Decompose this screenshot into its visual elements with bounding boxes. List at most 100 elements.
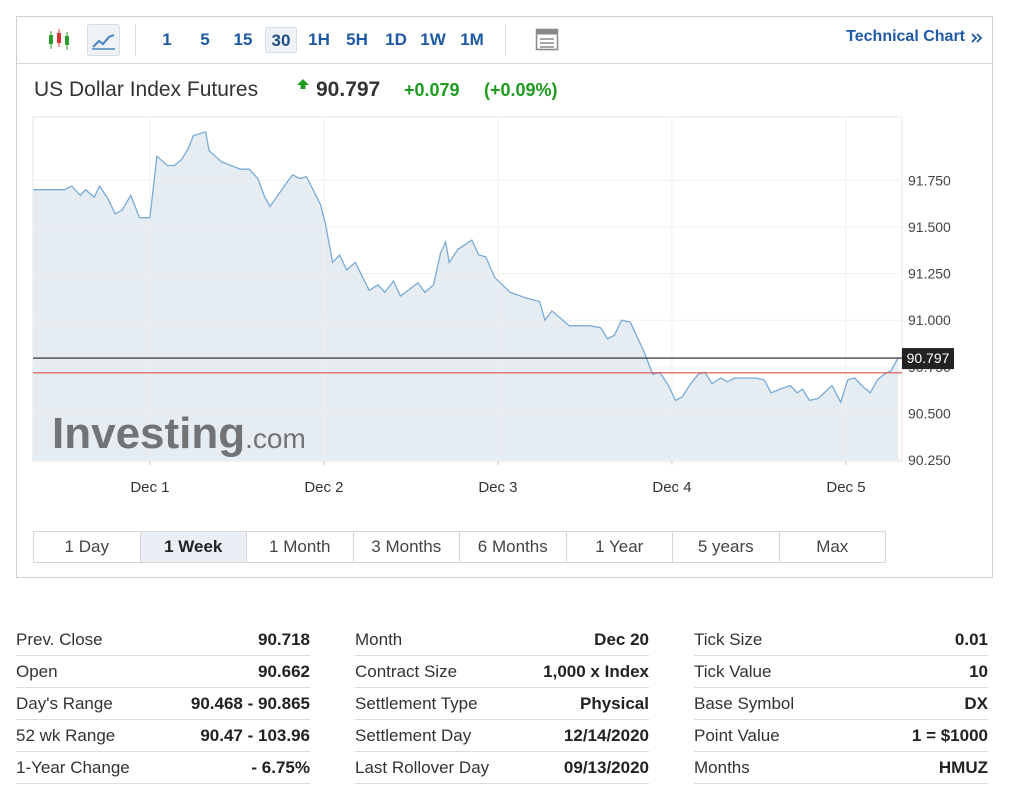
stat-value: - 6.75% [251, 757, 310, 777]
interval-button[interactable]: 5H [346, 30, 368, 49]
candlestick-icon[interactable] [46, 27, 72, 53]
x-tick-label: Dec 2 [304, 479, 343, 496]
interval-button[interactable]: 5 [200, 30, 210, 49]
interval-button[interactable]: 1M [460, 30, 484, 49]
stats-row: Months HMUZ [694, 752, 988, 784]
toolbar-separator [135, 24, 136, 56]
stats-row: Prev. Close 90.718 [16, 624, 310, 656]
range-button[interactable]: 5 years [672, 532, 779, 562]
technical-chart-link[interactable]: Technical Chart [846, 28, 965, 45]
stat-label: Base Symbol [694, 693, 795, 713]
chart: Investing.com90.25090.50090.75091.00091.… [32, 116, 954, 496]
price-change: +0.079 [404, 80, 460, 100]
interval-button[interactable]: 1 [162, 30, 172, 49]
y-tick-label: 90.250 [908, 452, 951, 468]
stat-value: 90.718 [258, 629, 310, 649]
y-tick-label: 91.000 [908, 312, 951, 328]
last-price: 90.797 [316, 78, 381, 101]
stats-row: Contract Size 1,000 x Index [355, 656, 649, 688]
stats-row: Settlement Day 12/14/2020 [355, 720, 649, 752]
stat-value: HMUZ [938, 757, 988, 777]
stat-value: 10 [969, 661, 988, 681]
stat-label: Tick Value [694, 661, 772, 681]
stat-label: Contract Size [355, 661, 458, 681]
stat-value: 1,000 x Index [543, 661, 649, 681]
stat-label: Month [355, 629, 403, 649]
current-price-tag [902, 348, 954, 370]
stat-label: Prev. Close [16, 629, 103, 649]
stats-row: 52 wk Range 90.47 - 103.96 [16, 720, 310, 752]
price-line [33, 131, 899, 405]
x-tick-label: Dec 1 [130, 479, 169, 496]
chart-panel [16, 16, 993, 578]
toolbar-divider [17, 63, 992, 64]
stat-value: Dec 20 [594, 629, 649, 649]
stats-row: Tick Value 10 [694, 656, 988, 688]
current-price-label: 90.797 [907, 350, 950, 366]
stat-label: Settlement Day [355, 725, 472, 745]
stats-column: Tick Size 0.01 Tick Value 10 Base Symbol DX Po… [694, 624, 988, 784]
stat-label: Point Value [694, 725, 780, 745]
stat-label: Tick Size [694, 629, 763, 649]
price-change-percent: (+0.09%) [484, 80, 558, 100]
table-icon[interactable] [535, 28, 559, 52]
stats-column: Prev. Close 90.718 Open 90.662 Day's Range 90… [16, 624, 310, 784]
stats-row: Day's Range 90.468 - 90.865 [16, 688, 310, 720]
stat-label: Months [694, 757, 750, 777]
stats-column: Month Dec 20 Contract Size 1,000 x Index Set… [355, 624, 649, 784]
stat-value: 0.01 [954, 629, 988, 649]
stat-value: 90.662 [258, 661, 310, 681]
stat-value: 1 = $1000 [911, 725, 988, 745]
stat-label: Last Rollover Day [355, 757, 490, 777]
watermark: Investing.com [52, 409, 306, 458]
range-button[interactable]: 1 Day [64, 537, 109, 556]
interval-button[interactable]: 30 [265, 27, 297, 53]
x-tick-label: Dec 4 [652, 479, 691, 496]
range-button[interactable]: Max [778, 532, 886, 562]
line-chart-icon[interactable] [87, 24, 120, 56]
stat-label: 52 wk Range [16, 725, 116, 745]
chevron-icon[interactable] [970, 31, 984, 45]
interval-button[interactable]: 15 [233, 30, 253, 49]
toolbar-separator [505, 24, 506, 56]
y-tick-label: 91.250 [908, 266, 951, 282]
interval-button[interactable]: 1W [420, 30, 446, 49]
instrument-name: US Dollar Index Futures [34, 78, 259, 101]
stat-label: Day's Range [16, 693, 113, 713]
stats-row: Last Rollover Day 09/13/2020 [355, 752, 649, 784]
stats-row: 1-Year Change - 6.75% [16, 752, 310, 784]
stat-label: 1-Year Change [16, 757, 130, 777]
stat-value: 90.468 - 90.865 [190, 693, 310, 713]
range-button[interactable]: 1 Month [246, 532, 353, 562]
stat-label: Open [16, 661, 58, 681]
up-arrow-icon [297, 79, 309, 89]
stats-row: Month Dec 20 [355, 624, 649, 656]
stats-row: Point Value 1 = $1000 [694, 720, 988, 752]
y-tick-label: 91.500 [908, 219, 951, 235]
x-tick-label: Dec 5 [826, 479, 865, 496]
stat-value: 09/13/2020 [563, 757, 649, 777]
range-button[interactable]: 6 Months [459, 532, 566, 562]
stats-row: Open 90.662 [16, 656, 310, 688]
y-tick-label: 90.500 [908, 405, 951, 421]
range-button[interactable]: 1 Week [139, 532, 246, 562]
stats-row: Settlement Type Physical [355, 688, 649, 720]
interval-button[interactable]: 1D [385, 30, 407, 49]
watermark-suffix: .com [245, 423, 306, 454]
stat-value: 12/14/2020 [563, 725, 649, 745]
stat-label: Settlement Type [355, 693, 478, 713]
y-tick-label: 91.750 [908, 172, 951, 188]
stats-row: Base Symbol DX [694, 688, 988, 720]
stat-value: DX [964, 693, 988, 713]
area [33, 131, 899, 461]
interval-button[interactable]: 1H [308, 30, 330, 49]
range-button[interactable]: 3 Months [352, 532, 460, 562]
watermark-brand: Investing [52, 409, 245, 458]
stat-value: Physical [580, 693, 649, 713]
x-tick-label: Dec 3 [478, 479, 517, 496]
range-selector: 1 Day 1 Week 1 Month 3 Months 6 Months 1 Year… [33, 531, 886, 563]
stats-row: Tick Size 0.01 [694, 624, 988, 656]
stat-value: 90.47 - 103.96 [200, 725, 310, 745]
range-button[interactable]: 1 Year [565, 532, 673, 562]
